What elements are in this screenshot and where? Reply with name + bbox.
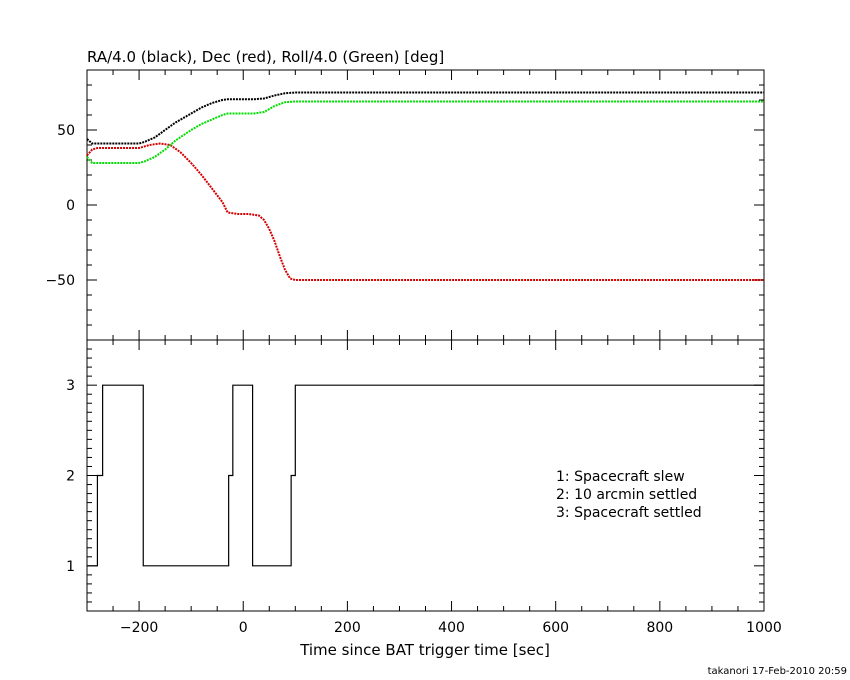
y-tick-label: 50	[57, 123, 75, 139]
bottom-x-ticks: −200 0 200 400 600 800 1000	[86, 340, 782, 636]
series-line-1	[86, 91, 764, 145]
footer-stamp: takanori 17-Feb-2010 20:59	[708, 666, 847, 677]
series-line-1	[87, 384, 764, 567]
x-tick-label: 0	[239, 620, 248, 636]
top-y-ticks: 50 0 −50	[45, 69, 764, 341]
top-chart-title: RA/4.0 (black), Dec (red), Roll/4.0 (Gre…	[87, 48, 444, 66]
legend-entry: 3: Spacecraft settled	[556, 505, 702, 521]
y-tick-label: 1	[66, 559, 75, 575]
x-tick-label: 600	[542, 620, 569, 636]
x-tick-label: 1000	[746, 620, 782, 636]
top-x-ticks	[86, 70, 765, 340]
bottom-y-ticks: 3 2 1	[66, 339, 764, 612]
x-axis-label: Time since BAT trigger time [sec]	[299, 641, 550, 659]
legend: 1: Spacecraft slew 2: 10 arcmin settled …	[556, 469, 702, 521]
x-tick-label: 200	[334, 620, 361, 636]
series-line-2	[86, 142, 764, 281]
y-tick-label: 3	[66, 378, 75, 394]
y-tick-label: 2	[66, 469, 75, 485]
x-tick-label: 400	[438, 620, 465, 636]
top-plot-frame	[86, 69, 765, 341]
y-tick-label: −50	[45, 273, 75, 289]
bottom-series-group	[87, 384, 764, 567]
y-tick-label: 0	[66, 198, 75, 214]
series-line-3	[86, 100, 764, 164]
legend-entry: 2: 10 arcmin settled	[556, 487, 697, 503]
x-tick-label: −200	[120, 620, 158, 636]
x-tick-label: 800	[646, 620, 673, 636]
legend-entry: 1: Spacecraft slew	[556, 469, 685, 485]
top-series-group	[86, 91, 764, 281]
